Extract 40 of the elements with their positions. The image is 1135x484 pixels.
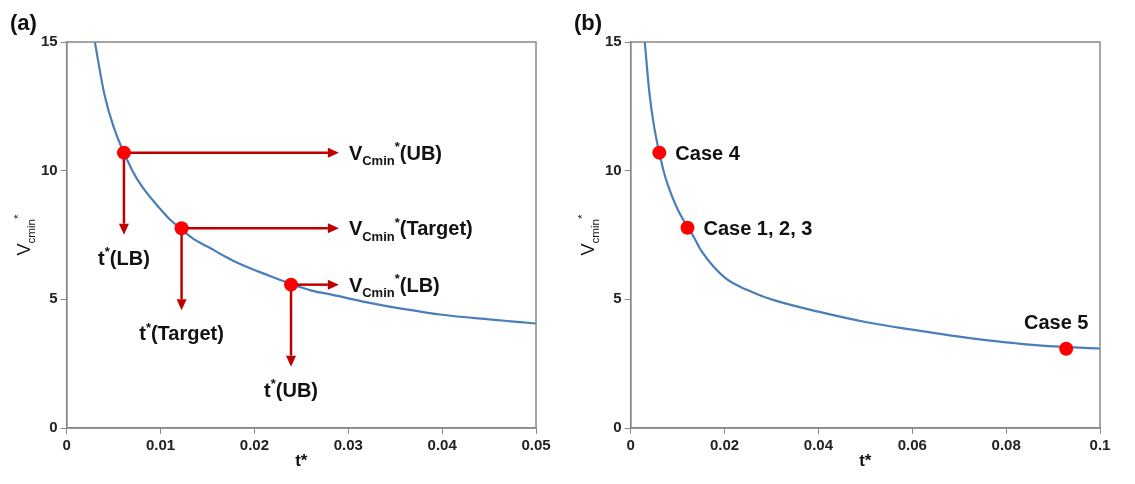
point <box>1059 341 1074 356</box>
annotation: Case 5 <box>1023 310 1089 333</box>
annotation: Case 1, 2, 3 <box>703 216 813 239</box>
point <box>284 277 299 292</box>
y-tick-label: 10 <box>605 160 622 178</box>
x-tick-label: 0.06 <box>897 436 927 454</box>
y-axis-title: Vcmin* <box>575 213 602 256</box>
x-tick-label: 0.02 <box>709 436 740 454</box>
y-tick-label: 0 <box>613 418 622 436</box>
x-axis-title: t* <box>859 451 872 470</box>
point <box>652 145 667 160</box>
x-tick-label: 0.04 <box>803 436 834 454</box>
x-tick-label: 0.01 <box>145 436 176 454</box>
line-series <box>643 42 1100 350</box>
chart-title: (a) <box>10 10 37 35</box>
x-tick-label: 0 <box>626 436 635 454</box>
x-tick-label: 0.04 <box>427 436 458 454</box>
point <box>680 220 695 235</box>
y-tick-label: 10 <box>41 160 58 178</box>
line-series <box>93 42 536 325</box>
x-tick-label: 0.03 <box>333 436 363 454</box>
x-tick-label: 0 <box>62 436 71 454</box>
annotation: t*(LB) <box>98 244 150 269</box>
annotation: t*(UB) <box>264 376 318 401</box>
x-tick-label: 0.1 <box>1089 436 1111 454</box>
point <box>116 145 131 160</box>
chart-title: (b) <box>574 10 603 35</box>
x-tick-label: 0.05 <box>521 436 551 454</box>
y-tick-label: 15 <box>605 32 622 50</box>
y-tick-label: 5 <box>49 289 58 307</box>
y-tick-label: 0 <box>49 418 58 436</box>
y-tick-label: 15 <box>41 32 58 50</box>
x-axis-title: t* <box>295 451 308 470</box>
y-axis-title: Vcmin* <box>11 213 38 256</box>
y-tick-label: 5 <box>613 289 622 307</box>
point <box>174 221 189 236</box>
x-tick-label: 0.08 <box>991 436 1021 454</box>
x-tick-label: 0.02 <box>239 436 270 454</box>
annotation: t*(Target) <box>139 319 224 345</box>
annotation: Case 4 <box>675 141 741 164</box>
